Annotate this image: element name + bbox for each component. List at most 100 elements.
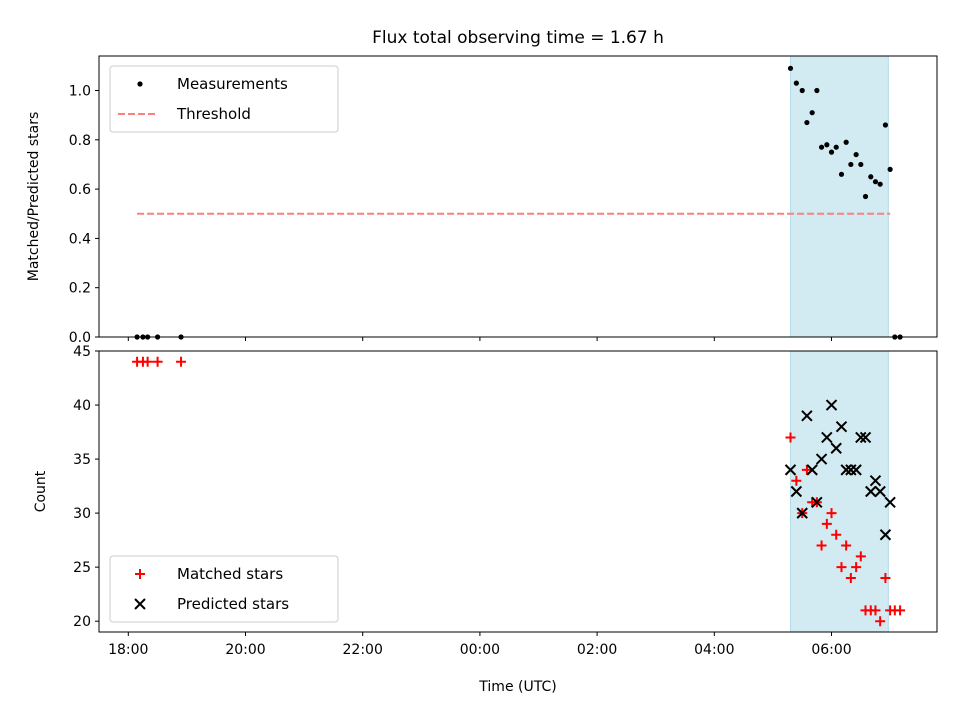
bottom-predicted-stars-point <box>850 464 862 476</box>
top-axes-layer: 0.0 0.2 0.4 0.6 0.8 1.0 <box>69 84 833 346</box>
top-legend-measurements-label: Measurements <box>177 75 288 93</box>
bottom-predicted-stars-point <box>784 464 797 476</box>
top-panel-ratio: 0.0 0.2 0.4 0.6 0.8 1.0 Matched/Predicted sta… <box>26 55 938 346</box>
bottom-predicted-stars-point <box>884 496 896 509</box>
bottom-y-tick-label: 35 <box>73 452 91 468</box>
bottom-legend-matched-stars-label: Matched stars <box>177 565 283 583</box>
bottom-matched-stars-point <box>801 464 812 475</box>
top-measurements-point <box>882 122 889 128</box>
bottom-marks-layer <box>132 356 906 627</box>
top-measurements-point <box>818 144 825 150</box>
bottom-legend-matched-stars-marker <box>135 569 145 579</box>
bottom-matched-stars-point <box>826 508 837 519</box>
bottom-matched-stars-point <box>895 605 906 616</box>
bottom-matched-stars-point <box>831 529 842 540</box>
bottom-matched-stars-point <box>836 562 847 573</box>
top-measurements-point <box>804 119 810 126</box>
bottom-x-tick-label: 00:00 <box>460 642 500 658</box>
bottom-predicted-stars-point <box>825 399 838 411</box>
bottom-x-tick-label: 04:00 <box>694 642 734 658</box>
bottom-x-tick-label: 06:00 <box>811 642 851 658</box>
bottom-y-tick-label: 30 <box>73 506 91 522</box>
top-span-layer <box>789 55 889 338</box>
bottom-axes-layer: 20 25 30 35 40 45 18:00 20:00 22:00 00:00 02:00 04:… <box>73 344 852 658</box>
bottom-matched-stars-point <box>785 432 796 443</box>
bottom-x-tick-label: 20:00 <box>225 642 265 658</box>
bottom-predicted-stars-point <box>865 485 877 498</box>
top-measurements-point <box>838 171 845 177</box>
bottom-plot-frame <box>98 350 938 633</box>
bottom-predicted-stars-point <box>811 496 823 509</box>
top-highlight-span <box>789 55 889 338</box>
bottom-predicted-stars-point <box>869 474 882 487</box>
bottom-x-tick-label: 22:00 <box>343 642 383 658</box>
bottom-matched-stars-point <box>880 572 891 583</box>
figure-title: Flux total observing time = 1.67 h <box>372 28 664 48</box>
top-measurements-point <box>833 144 839 150</box>
bottom-predicted-stars-point <box>796 507 808 519</box>
top-legend-measurements-marker <box>137 81 143 87</box>
top-measurements-point <box>848 161 854 168</box>
top-measurements-point <box>887 166 893 172</box>
bottom-span-layer <box>789 350 889 633</box>
top-measurements-point <box>853 151 859 158</box>
bottom-matched-stars-point <box>855 551 866 562</box>
top-y-tick-label: 0.4 <box>69 231 91 247</box>
top-measurements-point <box>843 139 849 145</box>
bottom-y-tick-label: 45 <box>73 344 91 360</box>
bottom-x-tick-label: 02:00 <box>577 642 617 658</box>
bottom-legend-predicted-stars-label: Predicted stars <box>177 595 289 613</box>
top-plot-frame <box>98 55 938 338</box>
bottom-highlight-span <box>789 350 889 633</box>
bottom-predicted-stars-point <box>855 431 867 444</box>
bottom-matched-stars-point <box>791 475 802 486</box>
bottom-predicted-stars-point <box>801 410 813 422</box>
bottom-predicted-stars-point <box>815 453 828 465</box>
top-measurements-point <box>809 110 815 116</box>
bottom-matched-stars-point <box>851 562 862 573</box>
bottom-predicted-stars-point <box>830 442 842 454</box>
bottom-matched-stars-point <box>821 518 832 529</box>
top-measurements-point <box>799 87 805 94</box>
bottom-predicted-stars-point <box>879 529 892 541</box>
top-measurements-point <box>858 161 864 168</box>
top-y-tick-label: 0.6 <box>69 182 91 198</box>
top-measurements-point <box>872 179 879 185</box>
bottom-legend: Matched stars Predicted stars <box>109 555 339 623</box>
bottom-panel-counts: 20 25 30 35 40 45 18:00 20:00 22:00 00:00 02:00 04:… <box>33 344 938 695</box>
top-y-tick-label: 0.2 <box>69 281 91 297</box>
bottom-matched-stars-point <box>152 356 163 367</box>
bottom-matched-stars-point <box>841 540 852 551</box>
bottom-matched-stars-point <box>875 616 886 627</box>
top-y-axis-label: Matched/Predicted stars <box>26 112 42 282</box>
bottom-predicted-stars-point <box>874 485 886 498</box>
bottom-y-tick-label: 25 <box>73 560 91 576</box>
bottom-matched-stars-point <box>816 540 827 551</box>
top-measurements-point <box>824 142 830 148</box>
bottom-predicted-stars-point <box>840 464 852 476</box>
top-measurements-point <box>787 65 794 71</box>
bottom-y-tick-label: 40 <box>73 398 91 414</box>
bottom-legend-predicted-stars-marker <box>134 598 146 610</box>
bottom-x-axis-label: Time (UTC) <box>478 679 556 695</box>
bottom-predicted-stars-point <box>835 420 848 433</box>
bottom-x-tick-label: 18:00 <box>108 642 148 658</box>
bottom-matched-stars-point <box>176 356 187 367</box>
bottom-predicted-stars-point <box>790 485 803 498</box>
bottom-predicted-stars-point <box>821 431 833 444</box>
bottom-y-tick-label: 20 <box>73 614 91 630</box>
bottom-legend-box <box>109 555 339 623</box>
top-y-tick-label: 1.0 <box>69 84 91 100</box>
top-measurements-point <box>814 87 820 94</box>
top-legend: Measurements Threshold <box>109 65 339 133</box>
bottom-y-axis-label: Count <box>33 470 49 512</box>
top-y-tick-label: 0.0 <box>69 330 91 346</box>
bottom-matched-stars-point <box>870 605 881 616</box>
top-measurements-point <box>828 149 835 155</box>
top-y-tick-label: 0.8 <box>69 133 91 149</box>
top-legend-threshold-label: Threshold <box>176 105 251 123</box>
top-measurements-point <box>877 181 883 187</box>
top-measurements-point <box>868 174 874 180</box>
top-measurements-point <box>862 193 869 200</box>
